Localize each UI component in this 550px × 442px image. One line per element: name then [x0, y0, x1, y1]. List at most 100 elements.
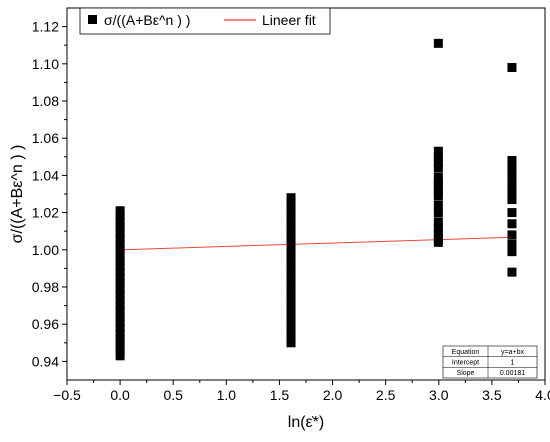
data-point — [115, 262, 125, 272]
y-tick-label: 1.10 — [32, 56, 59, 72]
data-point — [115, 278, 125, 288]
data-point — [286, 265, 296, 275]
legend-label-data: σ/((A+Bε^n ) ) — [104, 12, 190, 28]
data-point — [286, 332, 296, 342]
data-point — [507, 63, 517, 73]
data-point — [115, 284, 125, 294]
fit-table-cell: y=a+bx — [501, 349, 524, 356]
data-point — [433, 200, 443, 210]
plot-frame — [66, 7, 546, 381]
data-point — [115, 234, 125, 244]
data-point — [115, 295, 125, 305]
fit-table-cell: Slope — [457, 370, 475, 377]
data-point — [507, 178, 517, 188]
data-point — [433, 191, 443, 201]
legend-label-fit: Lineer fit — [262, 12, 316, 28]
data-point — [286, 254, 296, 264]
data-point — [115, 312, 125, 322]
data-point — [286, 304, 296, 314]
y-tick-label: 1.02 — [32, 205, 59, 221]
x-tick-label: 0.0 — [110, 387, 130, 403]
data-point — [115, 329, 125, 338]
data-point — [286, 260, 296, 270]
data-point — [507, 195, 517, 205]
data-point — [507, 172, 517, 182]
data-point — [507, 239, 517, 249]
data-point — [286, 198, 296, 208]
data-point — [286, 193, 296, 203]
data-point — [286, 327, 296, 337]
fit-table-cell: 1 — [511, 360, 515, 367]
data-point — [433, 163, 443, 173]
data-point — [115, 289, 125, 299]
y-tick-label: 1.06 — [32, 130, 59, 146]
data-point — [115, 351, 125, 361]
y-tick-label: 1.04 — [32, 167, 59, 183]
data-point — [286, 293, 296, 303]
data-point — [286, 215, 296, 225]
data-point — [433, 208, 443, 218]
data-point — [286, 276, 296, 286]
data-point — [433, 152, 443, 162]
data-point — [433, 182, 443, 192]
x-tick-label: 3.0 — [429, 387, 449, 403]
data-point — [507, 230, 517, 240]
data-point — [115, 211, 125, 221]
legend-marker-square — [88, 15, 97, 24]
data-point — [286, 249, 296, 259]
data-point — [115, 250, 125, 260]
x-tick-label: 0.5 — [163, 387, 183, 403]
data-point — [507, 219, 517, 229]
data-point — [507, 167, 517, 177]
data-point — [507, 189, 517, 199]
data-point — [286, 237, 296, 247]
x-tick-label: 1.5 — [270, 387, 290, 403]
data-point — [115, 239, 125, 249]
data-point — [507, 247, 517, 257]
data-point — [433, 172, 443, 182]
data-point — [433, 237, 443, 247]
x-tick-label: 2.0 — [323, 387, 343, 403]
fit-table-cell: 0.00181 — [500, 370, 525, 377]
data-point — [433, 38, 443, 48]
data-point — [286, 321, 296, 331]
data-point — [507, 156, 517, 166]
data-point — [286, 282, 296, 292]
data-point — [286, 221, 296, 231]
data-point — [286, 271, 296, 281]
x-tick-label: −0.5 — [53, 387, 81, 403]
y-tick-label: 1.00 — [32, 242, 59, 258]
data-point — [286, 209, 296, 219]
y-axis-ticks: 0.94 0.96 0.98 1.00 1.02 1.04 1.06 1.08 1.10 1.12 — [32, 19, 67, 369]
fit-stats-table: Equation y=a+bx Intercept 1 Slope 0.0018… — [442, 345, 538, 379]
x-tick-label: 4.0 — [535, 387, 550, 403]
y-tick-label: 1.12 — [32, 19, 59, 35]
fit-line-layer — [120, 236, 512, 251]
y-tick-label: 0.98 — [32, 279, 59, 295]
data-point — [286, 310, 296, 320]
data-point — [507, 267, 517, 277]
data-point — [115, 206, 125, 216]
data-point — [286, 232, 296, 242]
data-point — [433, 157, 443, 167]
data-point — [115, 317, 125, 327]
data-point — [115, 267, 125, 277]
data-point — [115, 217, 125, 227]
data-point — [115, 340, 125, 350]
fit-table-cell: Equation — [452, 349, 480, 356]
data-point — [115, 323, 125, 333]
fit-line — [120, 236, 512, 251]
data-point — [115, 256, 125, 266]
x-axis-ticks: −0.5 0.0 0.5 1.0 1.5 2.0 2.5 3.0 3.5 4.0 — [53, 380, 550, 403]
data-point — [286, 204, 296, 214]
data-point — [433, 146, 443, 156]
data-point — [115, 228, 125, 238]
data-point — [115, 273, 125, 283]
data-point — [507, 161, 517, 171]
data-point — [286, 338, 296, 348]
data-point — [286, 299, 296, 309]
fit-table-frame — [442, 345, 538, 379]
y-axis-title: σ/((A+Bε^n ) ) — [9, 145, 26, 244]
data-point — [115, 222, 125, 232]
